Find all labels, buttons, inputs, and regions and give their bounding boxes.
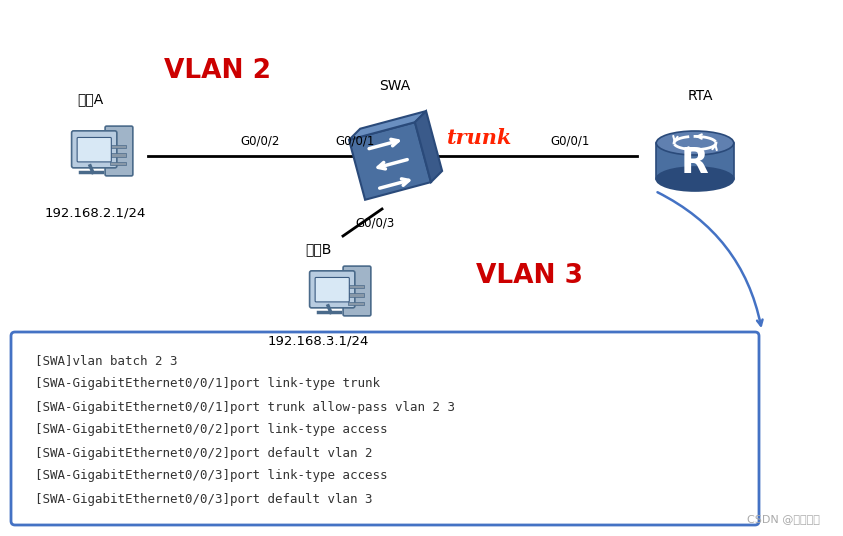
Text: CSDN @公山熊猫: CSDN @公山熊猫 <box>747 514 820 524</box>
Text: 192.168.3.1/24: 192.168.3.1/24 <box>267 334 368 347</box>
Bar <box>348 293 364 296</box>
Ellipse shape <box>656 131 733 155</box>
Text: trunk: trunk <box>448 128 513 148</box>
Text: [SWA-GigabitEthernet0/0/1]port link-type trunk: [SWA-GigabitEthernet0/0/1]port link-type… <box>35 377 380 391</box>
Text: SWA: SWA <box>379 79 411 93</box>
Text: G0/0/2: G0/0/2 <box>240 135 280 147</box>
Bar <box>348 302 364 305</box>
FancyBboxPatch shape <box>78 137 111 162</box>
Text: [SWA-GigabitEthernet0/0/1]port trunk allow-pass vlan 2 3: [SWA-GigabitEthernet0/0/1]port trunk all… <box>35 400 455 413</box>
Text: G0/0/3: G0/0/3 <box>356 217 395 229</box>
Text: [SWA]vlan batch 2 3: [SWA]vlan batch 2 3 <box>35 354 178 368</box>
FancyBboxPatch shape <box>315 278 349 302</box>
Text: [SWA-GigabitEthernet0/0/2]port default vlan 2: [SWA-GigabitEthernet0/0/2]port default v… <box>35 446 373 459</box>
Text: RTA: RTA <box>687 89 712 103</box>
Text: G0/0/1: G0/0/1 <box>336 135 374 147</box>
FancyBboxPatch shape <box>72 131 117 168</box>
Text: [SWA-GigabitEthernet0/0/3]port link-type access: [SWA-GigabitEthernet0/0/3]port link-type… <box>35 470 388 482</box>
Text: R: R <box>681 146 709 180</box>
Bar <box>656 143 733 179</box>
Text: 主机B: 主机B <box>305 242 331 256</box>
Bar <box>348 285 364 288</box>
Bar <box>110 145 126 148</box>
Bar <box>110 153 126 157</box>
FancyBboxPatch shape <box>105 126 133 176</box>
Ellipse shape <box>656 167 733 191</box>
Text: [SWA-GigabitEthernet0/0/3]port default vlan 3: [SWA-GigabitEthernet0/0/3]port default v… <box>35 493 373 505</box>
Text: 192.168.2.1/24: 192.168.2.1/24 <box>45 206 146 220</box>
Polygon shape <box>415 111 442 182</box>
Polygon shape <box>349 122 431 200</box>
Text: [SWA-GigabitEthernet0/0/2]port link-type access: [SWA-GigabitEthernet0/0/2]port link-type… <box>35 423 388 436</box>
Text: VLAN 2: VLAN 2 <box>164 58 271 84</box>
FancyBboxPatch shape <box>11 332 759 525</box>
Text: G0/0/1: G0/0/1 <box>550 135 590 147</box>
Text: VLAN 3: VLAN 3 <box>476 263 583 289</box>
FancyBboxPatch shape <box>309 271 355 308</box>
Bar <box>110 162 126 165</box>
FancyBboxPatch shape <box>343 266 371 316</box>
Polygon shape <box>349 111 426 140</box>
Text: 主机A: 主机A <box>77 92 103 106</box>
